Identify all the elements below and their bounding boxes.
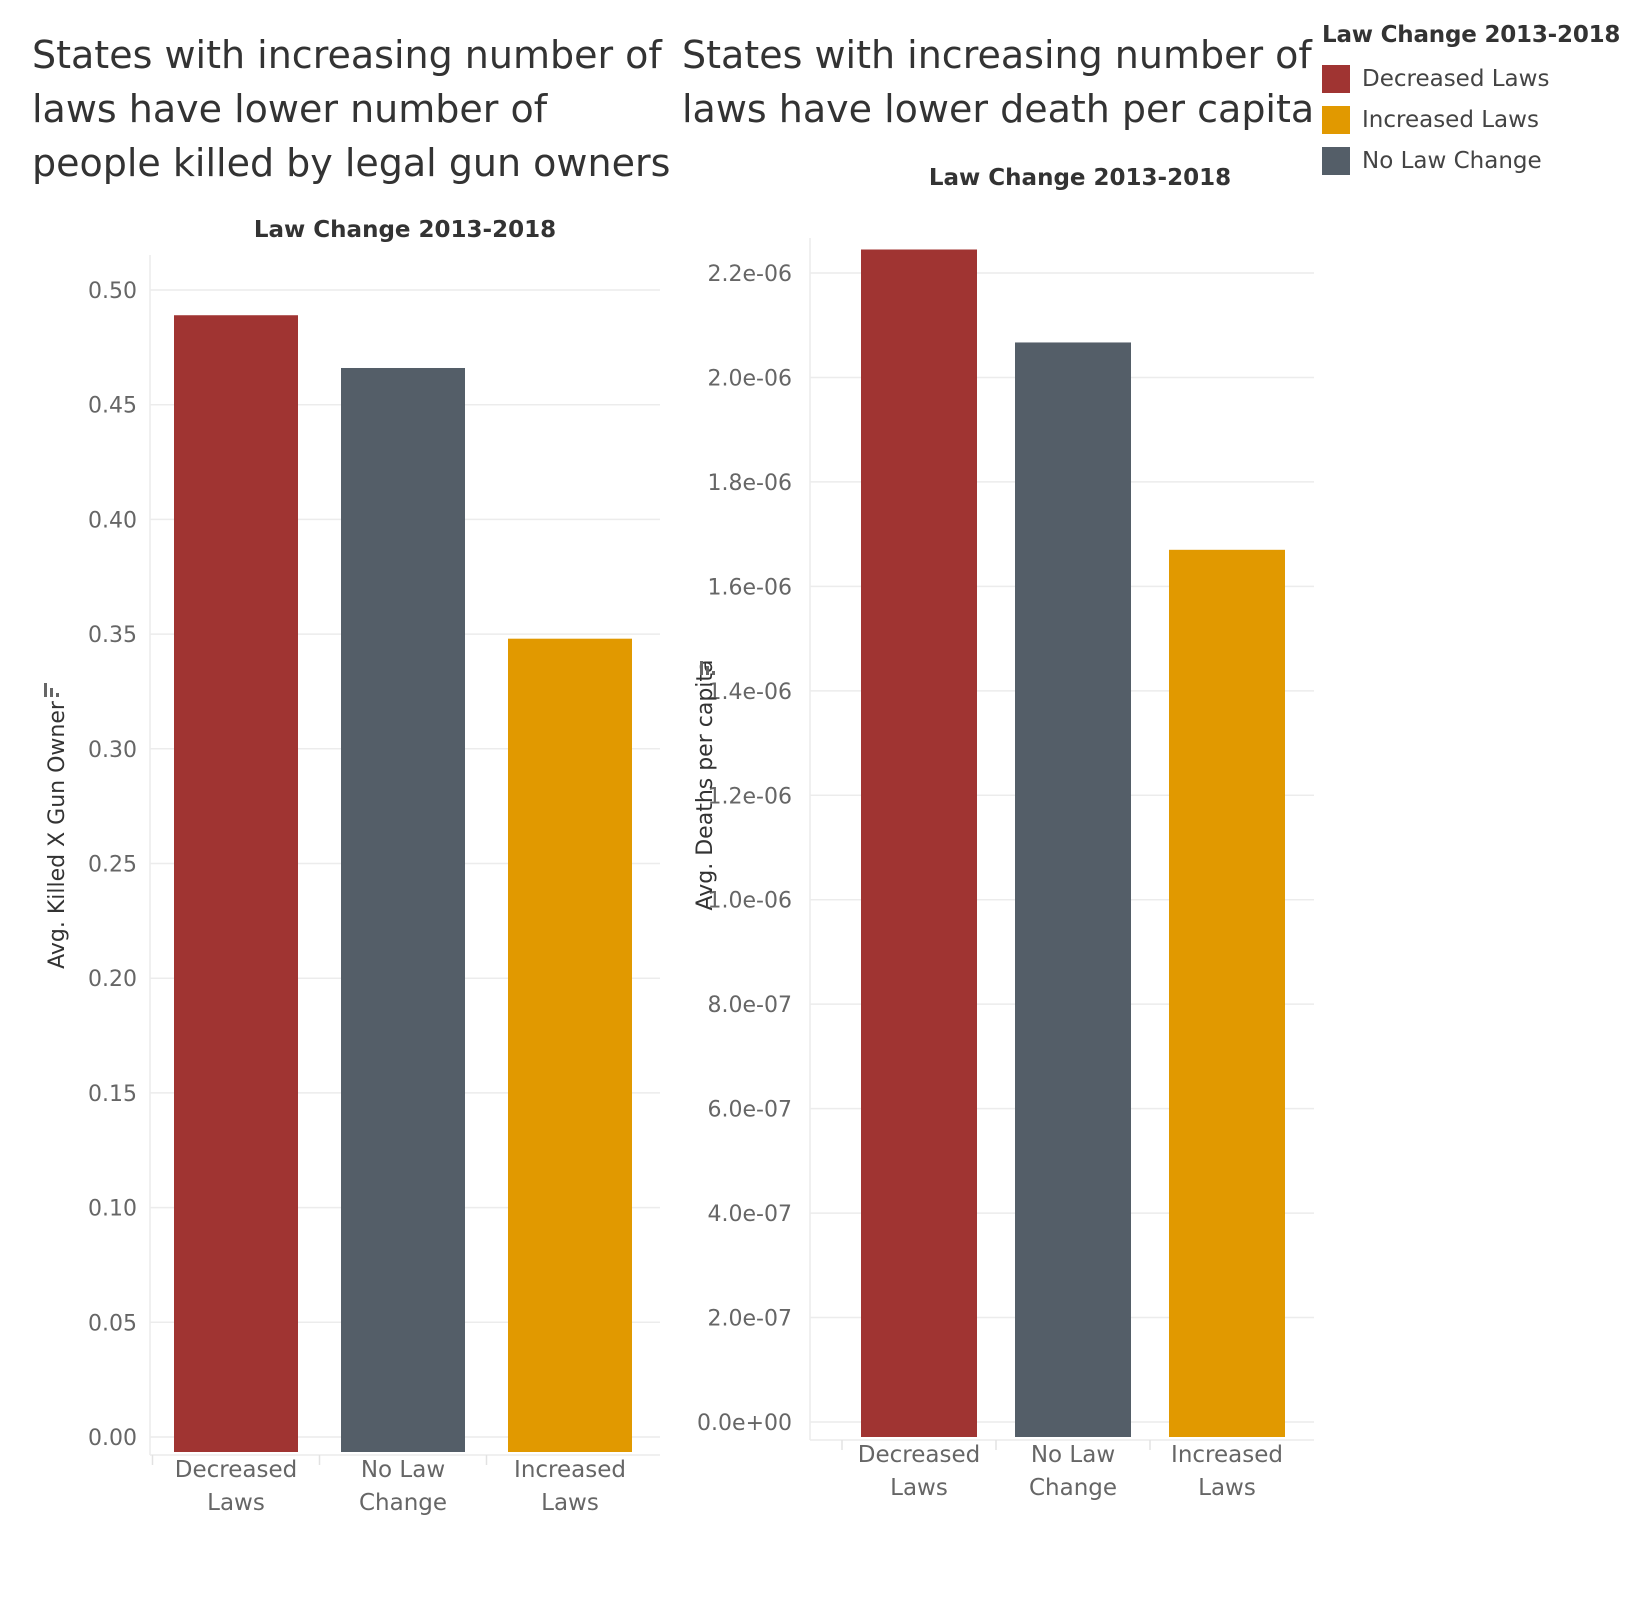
y-tick-label: 0.40 [88, 508, 137, 533]
legend-item-no-change[interactable]: No Law Change [1322, 140, 1620, 181]
y-tick-label: 2.0e-06 [708, 366, 792, 391]
legend: Law Change 2013-2018 Decreased Laws Incr… [1322, 22, 1620, 181]
y-tick-label: 0.00 [88, 1426, 137, 1451]
bar-no-law-change [1015, 342, 1131, 1437]
y-tick-label: 8.0e-07 [708, 993, 792, 1018]
y-tick-label: 1.6e-06 [708, 575, 792, 600]
chart-title-right: States with increasing number of laws ha… [682, 33, 1315, 131]
legend-swatch [1322, 64, 1350, 93]
y-tick-label: 0.15 [88, 1082, 137, 1107]
x-category-label: Increased Laws [1171, 1442, 1283, 1501]
x-category-label: Decreased Laws [858, 1442, 980, 1501]
y-tick-label: 0.35 [88, 623, 137, 648]
sort-icon-bar [44, 683, 47, 697]
sort-icon [700, 661, 715, 675]
chart-title-left: States with increasing number of laws ha… [32, 33, 671, 185]
bar-no-law-change [341, 367, 465, 1453]
x-category-label: No Law Change [1029, 1442, 1117, 1501]
sort-icon-bar [700, 661, 703, 675]
y-tick-label: 1.2e-06 [708, 784, 792, 809]
bar-decreased-laws [174, 315, 298, 1452]
y-tick-label: 0.45 [88, 394, 137, 419]
bar-decreased-laws [861, 249, 977, 1438]
legend-label: Increased Laws [1362, 106, 1539, 133]
legend-label: No Law Change [1362, 147, 1542, 174]
y-tick-label: 0.0e+00 [697, 1411, 792, 1436]
sort-icon [44, 683, 59, 697]
y-tick-label: 4.0e-07 [708, 1202, 792, 1227]
y-tick-label: 0.25 [88, 853, 137, 878]
sort-icon-bar [712, 671, 715, 675]
chart-header: Law Change 2013-2018 [254, 217, 556, 243]
sort-icon-bar [706, 666, 709, 675]
x-category-label: Decreased Laws [175, 1457, 297, 1516]
sort-icon-bar [56, 693, 59, 697]
legend-item-increased[interactable]: Increased Laws [1322, 99, 1620, 140]
x-category-label: Increased Laws [514, 1457, 626, 1516]
y-tick-label: 2.0e-07 [708, 1307, 792, 1332]
y-tick-label: 1.0e-06 [708, 889, 792, 914]
y-tick-label: 1.8e-06 [708, 471, 792, 496]
bar-increased-laws [1169, 549, 1285, 1437]
y-tick-label: 0.05 [88, 1311, 137, 1336]
y-tick-label: 0.30 [88, 738, 137, 763]
y-tick-label: 6.0e-07 [708, 1098, 792, 1123]
y-tick-label: 0.50 [88, 279, 137, 304]
legend-label: Decreased Laws [1362, 65, 1550, 92]
y-tick-label: 0.20 [88, 967, 137, 992]
y-tick-label: 2.2e-06 [708, 262, 792, 287]
bar-chart-deaths-per-capita: Law Change 2013-2018 0.0e+00 2.0e-07 4.0e-0… [693, 165, 1314, 1501]
legend-swatch [1322, 146, 1350, 175]
y-axis-title: Avg. Killed X Gun Owner [45, 700, 70, 969]
x-category-label: No Law Change [359, 1457, 447, 1516]
y-axis-title: Avg. Deaths per capita [693, 659, 718, 910]
chart-header: Law Change 2013-2018 [929, 165, 1231, 191]
legend-swatch [1322, 105, 1350, 134]
bar-increased-laws [508, 638, 632, 1452]
legend-item-decreased[interactable]: Decreased Laws [1322, 58, 1620, 99]
bar-chart-killed-per-gun-owner: Law Change 2013-2018 0.00 0.05 0.10 0.15 0.20… [44, 217, 660, 1516]
sort-icon-bar [50, 688, 53, 697]
legend-title: Law Change 2013-2018 [1322, 22, 1621, 48]
y-tick-label: 1.4e-06 [708, 680, 792, 705]
y-tick-label: 0.10 [88, 1197, 137, 1222]
